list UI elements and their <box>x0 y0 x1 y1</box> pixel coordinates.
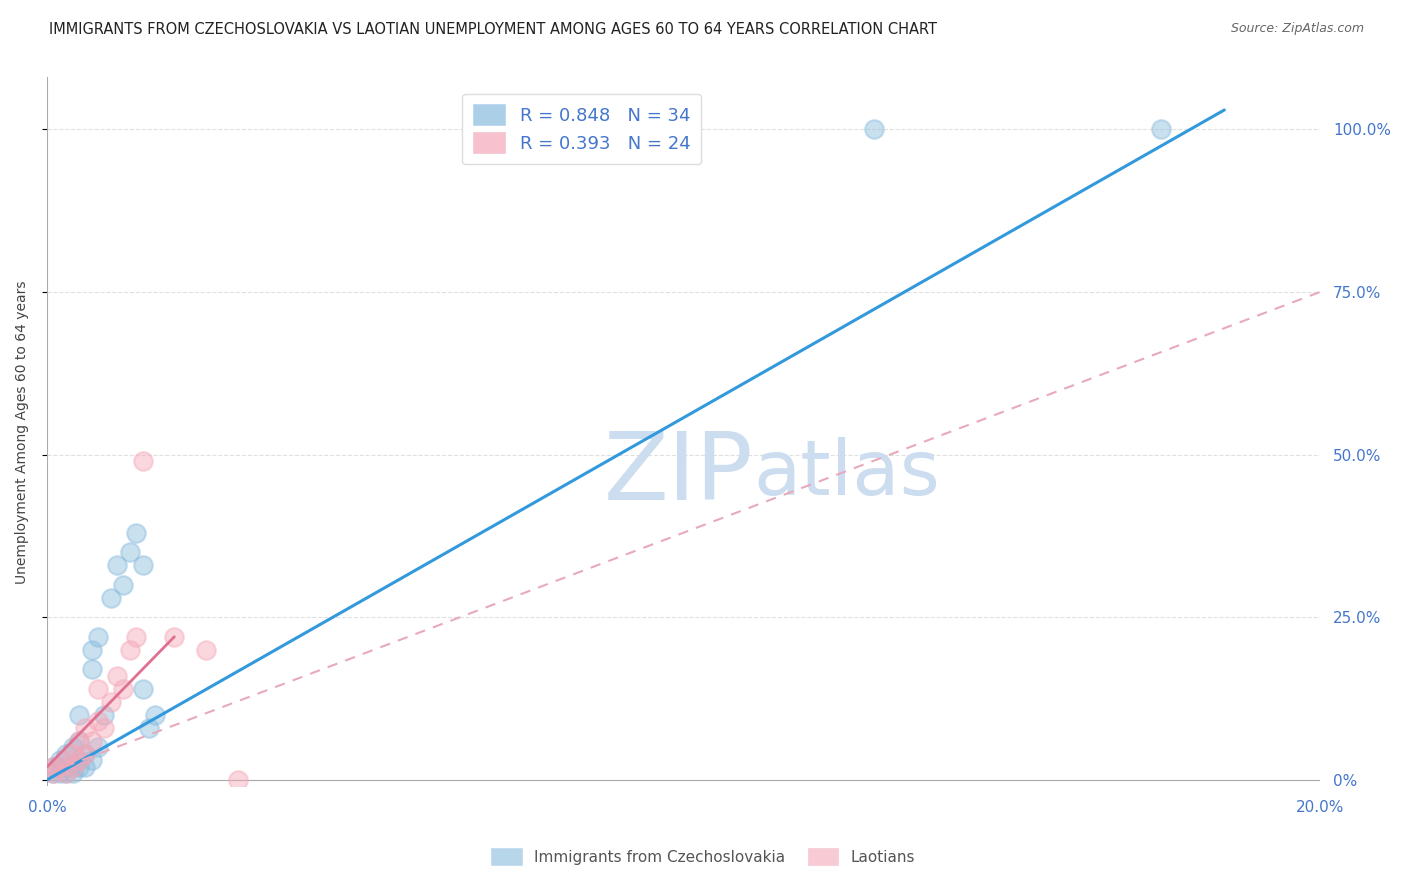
Point <box>67 760 90 774</box>
Point <box>87 714 110 729</box>
Point <box>75 747 97 761</box>
Point <box>80 642 103 657</box>
Point <box>143 707 166 722</box>
Point <box>138 721 160 735</box>
Point <box>131 558 153 573</box>
Point <box>195 642 218 657</box>
Point <box>131 681 153 696</box>
Text: atlas: atlas <box>754 437 941 511</box>
Point <box>42 766 65 780</box>
Legend: R = 0.848   N = 34, R = 0.393   N = 24: R = 0.848 N = 34, R = 0.393 N = 24 <box>463 94 702 164</box>
Point <box>55 766 77 780</box>
Point <box>49 753 72 767</box>
Point <box>49 760 72 774</box>
Point <box>80 662 103 676</box>
Point <box>75 721 97 735</box>
Point <box>105 558 128 573</box>
Point <box>67 734 90 748</box>
Legend: Immigrants from Czechoslovakia, Laotians: Immigrants from Czechoslovakia, Laotians <box>485 842 921 871</box>
Point <box>87 630 110 644</box>
Text: ZIP: ZIP <box>603 428 754 520</box>
Point <box>1150 122 1173 136</box>
Point <box>87 681 110 696</box>
Point <box>55 760 77 774</box>
Point <box>863 122 886 136</box>
Point <box>118 545 141 559</box>
Point <box>62 760 84 774</box>
Point <box>55 766 77 780</box>
Point <box>125 525 148 540</box>
Point <box>163 630 186 644</box>
Point <box>62 740 84 755</box>
Point <box>100 695 122 709</box>
Text: IMMIGRANTS FROM CZECHOSLOVAKIA VS LAOTIAN UNEMPLOYMENT AMONG AGES 60 TO 64 YEARS: IMMIGRANTS FROM CZECHOSLOVAKIA VS LAOTIA… <box>49 22 938 37</box>
Point <box>67 707 90 722</box>
Point <box>80 753 103 767</box>
Point <box>42 766 65 780</box>
Point <box>62 747 84 761</box>
Point <box>112 578 135 592</box>
Point <box>131 454 153 468</box>
Point <box>49 766 72 780</box>
Point <box>67 734 90 748</box>
Point <box>105 669 128 683</box>
Point <box>75 760 97 774</box>
Point <box>67 753 90 767</box>
Point <box>100 591 122 605</box>
Point <box>42 760 65 774</box>
Point <box>87 740 110 755</box>
Y-axis label: Unemployment Among Ages 60 to 64 years: Unemployment Among Ages 60 to 64 years <box>15 280 30 583</box>
Point <box>49 760 72 774</box>
Point <box>55 753 77 767</box>
Point <box>93 707 115 722</box>
Point <box>62 760 84 774</box>
Point <box>93 721 115 735</box>
Point <box>226 772 249 787</box>
Point <box>42 760 65 774</box>
Point <box>125 630 148 644</box>
Point <box>118 642 141 657</box>
Point <box>112 681 135 696</box>
Point <box>75 747 97 761</box>
Point <box>55 747 77 761</box>
Point <box>80 734 103 748</box>
Point <box>62 766 84 780</box>
Text: Source: ZipAtlas.com: Source: ZipAtlas.com <box>1230 22 1364 36</box>
Point <box>67 753 90 767</box>
